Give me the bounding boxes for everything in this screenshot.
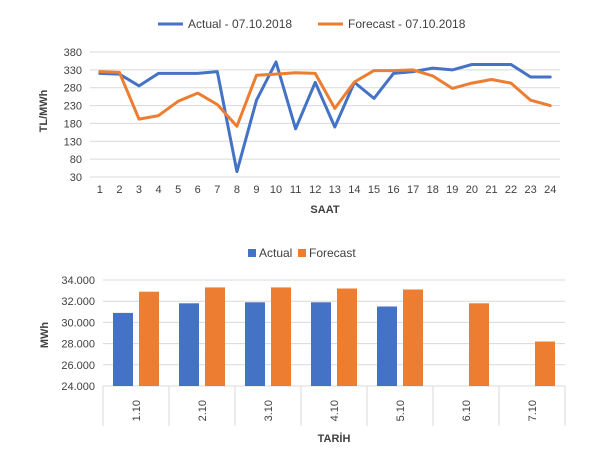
bar-chart-legend: Actual Forecast (248, 246, 356, 260)
line-x-tick-label: 1 (97, 184, 103, 196)
line-chart-series (98, 60, 552, 174)
line-x-tick-label: 14 (348, 184, 360, 196)
bar-chart-gridlines (103, 279, 565, 387)
bar-forecast-2-10 (205, 287, 225, 386)
legend-forecast-bar-swatch (298, 249, 306, 257)
bar-chart: Actual Forecast 24.000 26.000 28.000 30.000… (39, 246, 566, 445)
bar-actual-5-10 (377, 306, 397, 386)
bar-forecast-3-10 (271, 287, 291, 386)
line-x-tick-label: 20 (466, 184, 478, 196)
bar-x-tick-label: 6.10 (461, 400, 473, 421)
line-x-tick-label: 7 (214, 184, 220, 196)
bar-y-tick-label: 28.000 (61, 339, 95, 351)
bar-x-tick-label: 4.10 (329, 400, 341, 421)
line-x-tick-label: 22 (505, 184, 517, 196)
bar-y-tick-label: 30.000 (61, 317, 95, 329)
line-y-tick-label: 80 (70, 154, 82, 166)
bar-actual-1-10 (113, 312, 133, 386)
line-x-tick-label: 5 (175, 184, 181, 196)
bar-actual-2-10 (179, 303, 199, 386)
bar-forecast-6-10 (469, 303, 489, 386)
line-x-tick-label: 18 (427, 184, 439, 196)
bar-y-tick-label: 34.000 (61, 275, 95, 287)
bar-x-tick-label: 3.10 (263, 400, 275, 421)
bar-x-tick-label: 5.10 (395, 400, 407, 421)
legend-actual-bar-label: Actual (259, 246, 292, 260)
line-x-tick-label: 24 (544, 184, 556, 196)
line-chart-y-ticks: 30 80 130 180 230 280 330 380 (64, 47, 82, 184)
legend-actual-bar-swatch (248, 249, 256, 257)
bar-chart-x-axis-title: TARİH (318, 432, 351, 445)
bar-chart-y-axis-title: MWh (39, 322, 51, 349)
line-x-tick-label: 3 (136, 184, 142, 196)
line-y-tick-label: 380 (64, 47, 82, 59)
line-y-tick-label: 30 (70, 172, 82, 184)
line-x-tick-label: 15 (368, 184, 380, 196)
bar-chart-bars (113, 287, 555, 386)
line-chart-legend: Actual - 07.10.2018 Forecast - 07.10.201… (158, 17, 466, 31)
line-x-tick-label: 9 (253, 184, 259, 196)
line-y-tick-label: 230 (64, 101, 82, 113)
line-y-tick-label: 180 (64, 118, 82, 130)
line-x-tick-label: 11 (290, 184, 301, 196)
bar-actual-3-10 (245, 302, 265, 386)
line-x-tick-label: 6 (195, 184, 201, 196)
bar-forecast-5-10 (403, 289, 423, 386)
line-x-tick-label: 16 (387, 184, 399, 196)
series-line-actual (98, 60, 552, 174)
line-x-tick-label: 21 (485, 184, 497, 196)
line-x-tick-label: 10 (270, 184, 282, 196)
bar-forecast-1-10 (139, 291, 159, 386)
line-x-tick-label: 4 (155, 184, 161, 196)
bar-chart-x-ticks: 1.10 2.10 3.10 4.10 5.10 6.10 7.10 (102, 386, 566, 426)
bar-forecast-4-10 (337, 288, 357, 386)
bar-x-tick-label: 7.10 (527, 400, 539, 421)
line-chart-x-ticks: 1 2 3 4 5 6 7 8 9 10 11 12 13 14 15 16 17 18 19 20 21 22 23 24 (97, 184, 557, 196)
legend-forecast-line-label: Forecast - 07.10.2018 (348, 17, 466, 31)
bar-forecast-7-10 (535, 341, 555, 386)
line-y-tick-label: 330 (64, 65, 82, 77)
line-chart: Actual - 07.10.2018 Forecast - 07.10.201… (38, 17, 560, 216)
line-x-tick-label: 2 (116, 184, 122, 196)
bar-actual-4-10 (311, 302, 331, 386)
line-y-tick-label: 280 (64, 83, 82, 95)
line-x-tick-label: 8 (234, 184, 240, 196)
legend-forecast-bar-label: Forecast (309, 246, 356, 260)
bar-y-tick-label: 24.000 (61, 381, 95, 393)
series-line-forecast (98, 68, 552, 128)
line-y-tick-label: 130 (64, 136, 82, 148)
bar-y-tick-label: 32.000 (61, 296, 95, 308)
line-x-tick-label: 13 (329, 184, 341, 196)
line-chart-gridlines (90, 51, 560, 178)
line-x-tick-label: 12 (309, 184, 321, 196)
line-x-tick-label: 17 (407, 184, 419, 196)
line-chart-x-axis-title: SAAT (310, 204, 339, 216)
line-x-tick-label: 19 (446, 184, 458, 196)
bar-y-tick-label: 26.000 (61, 360, 95, 372)
legend-actual-line-label: Actual - 07.10.2018 (188, 17, 292, 31)
line-chart-y-axis-title: TL/MWh (38, 89, 50, 132)
bar-x-tick-label: 1.10 (131, 400, 143, 421)
bar-chart-y-ticks: 24.000 26.000 28.000 30.000 32.000 34.000 (61, 275, 95, 393)
line-x-tick-label: 23 (525, 184, 537, 196)
bar-x-tick-label: 2.10 (197, 400, 209, 421)
